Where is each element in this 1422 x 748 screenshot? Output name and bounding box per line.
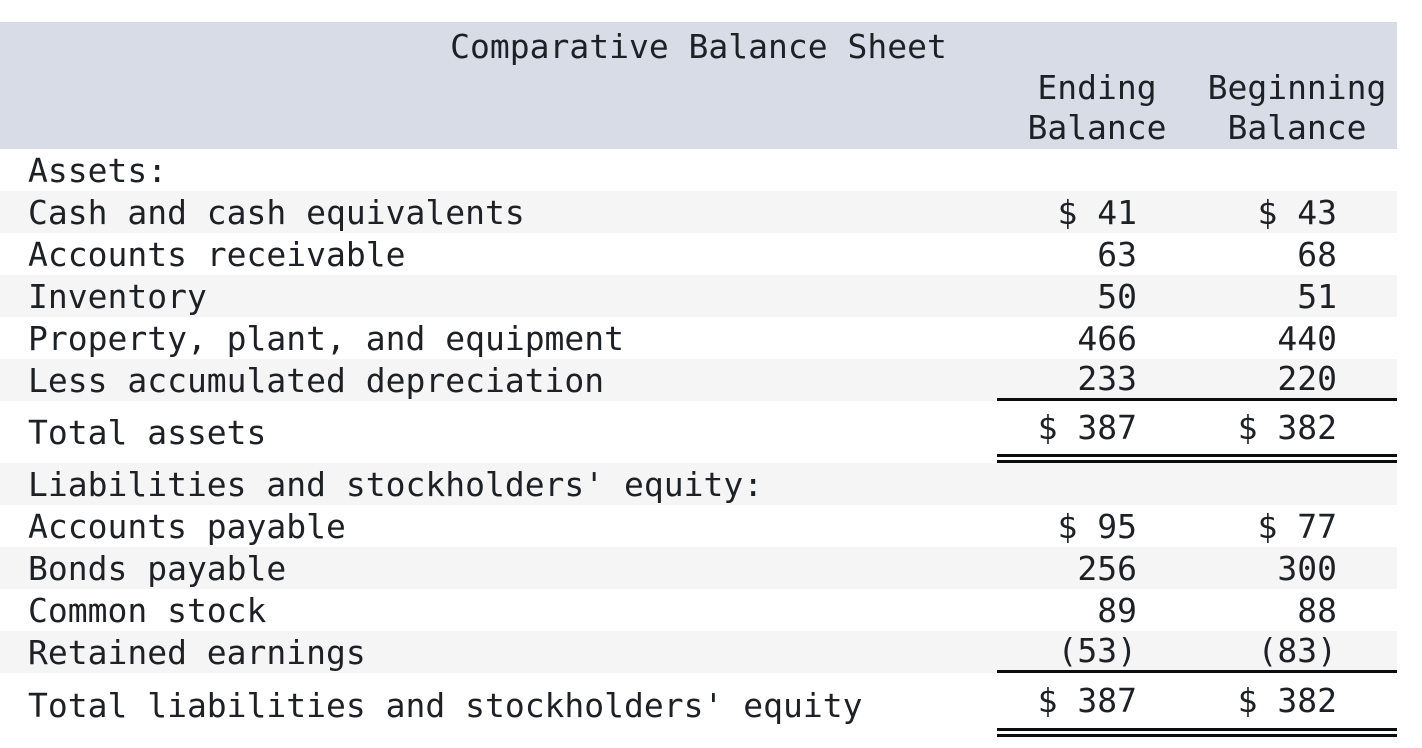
table-row-section-assets: Assets: <box>0 149 1397 191</box>
beginning-balance-value: 68 <box>1297 234 1337 274</box>
row-label: Assets: <box>28 150 168 190</box>
row-label: Inventory <box>28 276 207 316</box>
ending-balance-value <box>997 463 1197 505</box>
row-label: Property, plant, and equipment <box>28 318 625 358</box>
column-header-ending-balance: Ending Balance <box>997 68 1197 148</box>
row-label: Accounts receivable <box>28 234 406 274</box>
ending-balance-value: $ 95 <box>1057 506 1137 546</box>
ending-balance-value: (53) <box>1057 631 1137 670</box>
column-header-line: Beginning <box>1207 68 1387 107</box>
table-row: Inventory 50 51 <box>0 275 1397 317</box>
beginning-balance-value: 300 <box>1277 548 1337 588</box>
table-row: Accounts receivable 63 68 <box>0 233 1397 275</box>
table-title: Comparative Balance Sheet <box>450 27 947 66</box>
beginning-balance-value <box>1197 149 1397 191</box>
beginning-balance-value: 440 <box>1277 318 1337 358</box>
table-row: Property, plant, and equipment 466 440 <box>0 317 1397 359</box>
ending-balance-value: 233 <box>1077 359 1137 398</box>
column-headers: Ending Balance Beginning Balance <box>0 68 1397 148</box>
table-row: Bonds payable 256 300 <box>0 547 1397 589</box>
table-row: Less accumulated depreciation 233 220 <box>0 359 1397 401</box>
ending-balance-value: 63 <box>1097 234 1137 274</box>
beginning-balance-value: $ 382 <box>1237 681 1337 720</box>
beginning-balance-value: 51 <box>1297 276 1337 316</box>
beginning-balance-value: $ 43 <box>1257 192 1337 232</box>
table-row: Retained earnings (53) (83) <box>0 631 1397 673</box>
row-values: $ 41 $ 43 <box>997 191 1397 233</box>
ending-balance-value <box>997 149 1197 191</box>
row-label: Accounts payable <box>28 506 346 546</box>
ending-balance-value: 89 <box>1097 590 1137 630</box>
beginning-balance-value: (83) <box>1257 631 1337 670</box>
beginning-balance-value <box>1197 463 1397 505</box>
row-label: Retained earnings <box>28 632 366 672</box>
row-values: $ 387 $ 382 <box>997 401 1397 463</box>
ending-balance-value: $ 41 <box>1057 192 1137 232</box>
row-values: 89 88 <box>997 589 1397 631</box>
ending-balance-value: 50 <box>1097 276 1137 316</box>
column-header-line: Balance <box>1227 108 1367 147</box>
row-values <box>997 149 1397 191</box>
ending-balance-value: 256 <box>1077 548 1137 588</box>
table-row-section-liabilities: Liabilities and stockholders' equity: <box>0 463 1397 505</box>
beginning-balance-value: 220 <box>1277 359 1337 398</box>
table-row: Accounts payable $ 95 $ 77 <box>0 505 1397 547</box>
beginning-balance-value: $ 77 <box>1257 506 1337 546</box>
row-values: 63 68 <box>997 233 1397 275</box>
row-values: 466 440 <box>997 317 1397 359</box>
row-values: 50 51 <box>997 275 1397 317</box>
ending-balance-value: 466 <box>1077 318 1137 358</box>
row-label: Cash and cash equivalents <box>28 192 525 232</box>
table-row: Common stock 89 88 <box>0 589 1397 631</box>
row-label: Total assets <box>28 412 267 452</box>
table-row: Cash and cash equivalents $ 41 $ 43 <box>0 191 1397 233</box>
beginning-balance-value: 88 <box>1297 590 1337 630</box>
ending-balance-value: $ 387 <box>1037 408 1137 447</box>
beginning-balance-value: $ 382 <box>1237 408 1337 447</box>
column-header-line: Balance <box>1027 108 1167 147</box>
row-values: 233 220 <box>997 359 1397 401</box>
label-column-spacer <box>0 68 997 148</box>
row-values: $ 95 $ 77 <box>997 505 1397 547</box>
table-header: Comparative Balance Sheet Ending Balance… <box>0 22 1397 149</box>
comparative-balance-sheet-table: Comparative Balance Sheet Ending Balance… <box>0 22 1397 737</box>
row-values: (53) (83) <box>997 631 1397 673</box>
row-label: Bonds payable <box>28 548 287 588</box>
row-label: Common stock <box>28 590 267 630</box>
column-header-beginning-balance: Beginning Balance <box>1197 68 1397 148</box>
table-row-total-liabilities: Total liabilities and stockholders' equi… <box>0 673 1397 737</box>
row-label: Liabilities and stockholders' equity: <box>28 464 764 504</box>
column-header-line: Ending <box>1037 68 1157 107</box>
row-label: Less accumulated depreciation <box>28 360 605 400</box>
row-values: $ 387 $ 382 <box>997 673 1397 737</box>
ending-balance-value: $ 387 <box>1037 681 1137 720</box>
row-values: 256 300 <box>997 547 1397 589</box>
table-row-total-assets: Total assets $ 387 $ 382 <box>0 401 1397 463</box>
row-label: Total liabilities and stockholders' equi… <box>28 685 863 725</box>
row-values <box>997 463 1397 505</box>
